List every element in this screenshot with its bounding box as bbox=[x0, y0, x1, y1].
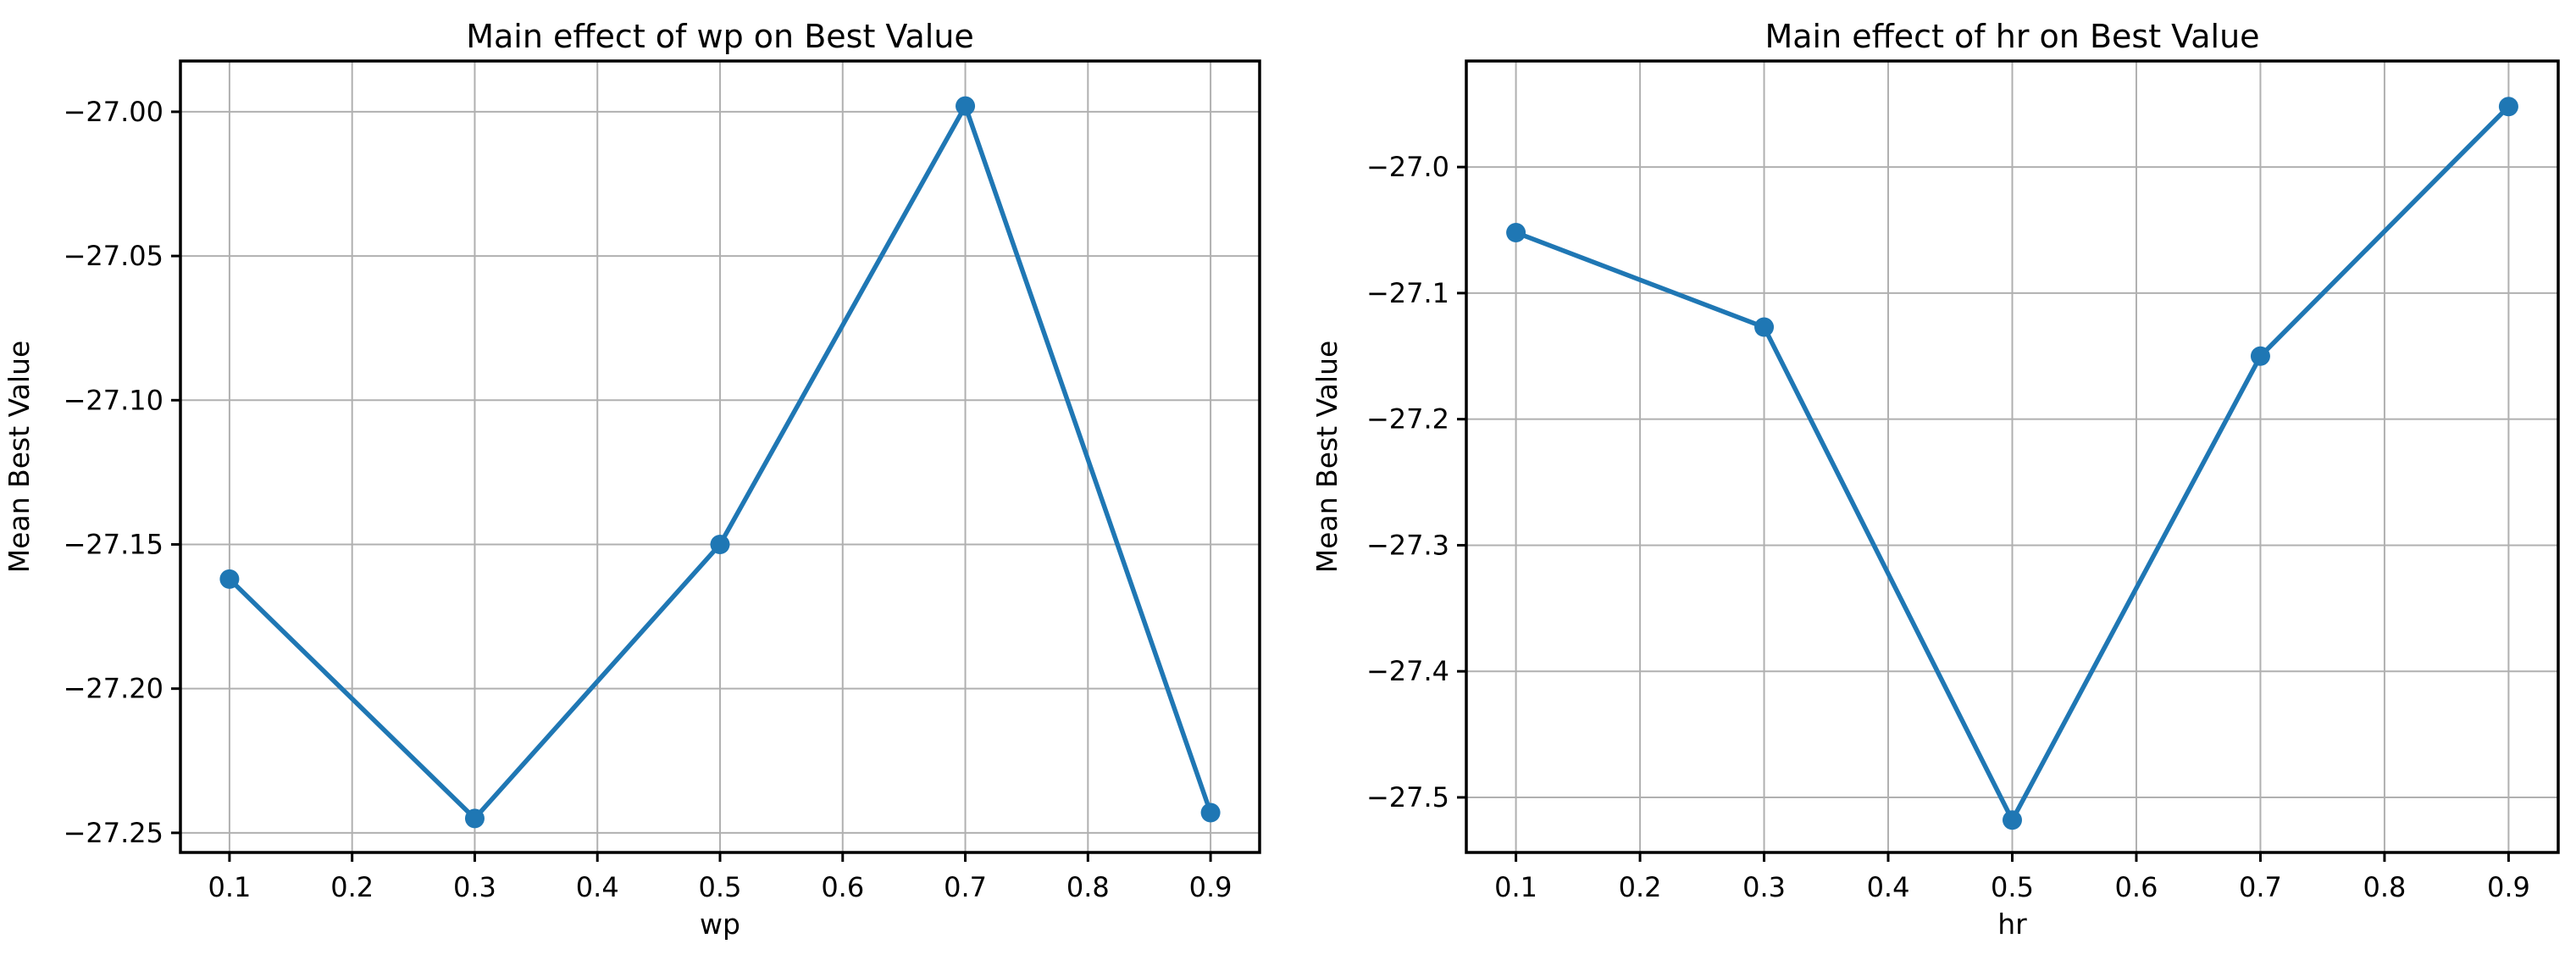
x-tick-label: 0.5 bbox=[1991, 871, 2034, 903]
x-axis-label: hr bbox=[1997, 908, 2027, 941]
x-tick-label: 0.7 bbox=[2239, 871, 2282, 903]
x-tick-label: 0.9 bbox=[1189, 871, 1233, 903]
x-tick-label: 0.1 bbox=[1494, 871, 1537, 903]
data-point-marker bbox=[219, 569, 240, 589]
x-tick-label: 0.2 bbox=[1619, 871, 1662, 903]
x-tick-label: 0.6 bbox=[2115, 871, 2158, 903]
wp-main-effect-chart: 0.1 0.2 0.3 0.4 0.5 0.6 0.7 0.8 0.9 −27.00 −27.05 −… bbox=[3, 18, 1261, 941]
y-tick-label: −27.5 bbox=[1366, 781, 1449, 813]
x-tick-label: 0.4 bbox=[1867, 871, 1910, 903]
x-tick-label: 0.8 bbox=[1066, 871, 1110, 903]
data-point-marker bbox=[956, 96, 976, 116]
y-axis-label: Mean Best Value bbox=[1310, 341, 1343, 574]
x-tick-label: 0.5 bbox=[699, 871, 742, 903]
y-tick-label: −27.25 bbox=[64, 817, 163, 849]
data-point-marker bbox=[1754, 317, 1775, 337]
data-point-marker bbox=[464, 808, 485, 829]
x-tick-label: 0.6 bbox=[821, 871, 864, 903]
x-tick-label: 0.9 bbox=[2487, 871, 2530, 903]
y-tick-label: −27.00 bbox=[64, 96, 163, 128]
hr-main-effect-chart: 0.1 0.2 0.3 0.4 0.5 0.6 0.7 0.8 0.9 −27.0 −27.1 −27… bbox=[1310, 18, 2560, 941]
x-tick-label: 0.8 bbox=[2363, 871, 2406, 903]
data-point-marker bbox=[1200, 802, 1221, 823]
x-tick-label: 0.3 bbox=[1742, 871, 1786, 903]
y-tick-label: −27.10 bbox=[64, 384, 163, 416]
chart-title: Main effect of wp on Best Value bbox=[466, 18, 974, 55]
y-tick-label: −27.15 bbox=[64, 528, 163, 560]
y-tick-label: −27.3 bbox=[1366, 529, 1449, 561]
data-point-marker bbox=[2003, 810, 2022, 830]
chart-title: Main effect of hr on Best Value bbox=[1764, 18, 2259, 55]
y-tick-label: −27.20 bbox=[64, 673, 163, 705]
y-tick-label: −27.1 bbox=[1366, 277, 1449, 309]
y-tick-label: −27.05 bbox=[64, 240, 163, 272]
x-tick-label: 0.1 bbox=[208, 871, 251, 903]
y-tick-label: −27.0 bbox=[1366, 151, 1449, 183]
y-tick-label: −27.4 bbox=[1366, 655, 1449, 687]
x-axis-label: wp bbox=[700, 908, 740, 941]
x-tick-label: 0.4 bbox=[576, 871, 619, 903]
data-point-marker bbox=[2250, 346, 2270, 366]
x-tick-label: 0.7 bbox=[944, 871, 987, 903]
data-point-marker bbox=[710, 534, 730, 554]
y-tick-label: −27.2 bbox=[1366, 403, 1449, 436]
y-axis-label: Mean Best Value bbox=[3, 341, 36, 574]
x-tick-label: 0.2 bbox=[330, 871, 374, 903]
data-point-marker bbox=[1506, 222, 1526, 242]
x-tick-label: 0.3 bbox=[453, 871, 496, 903]
data-point-marker bbox=[2498, 97, 2518, 117]
